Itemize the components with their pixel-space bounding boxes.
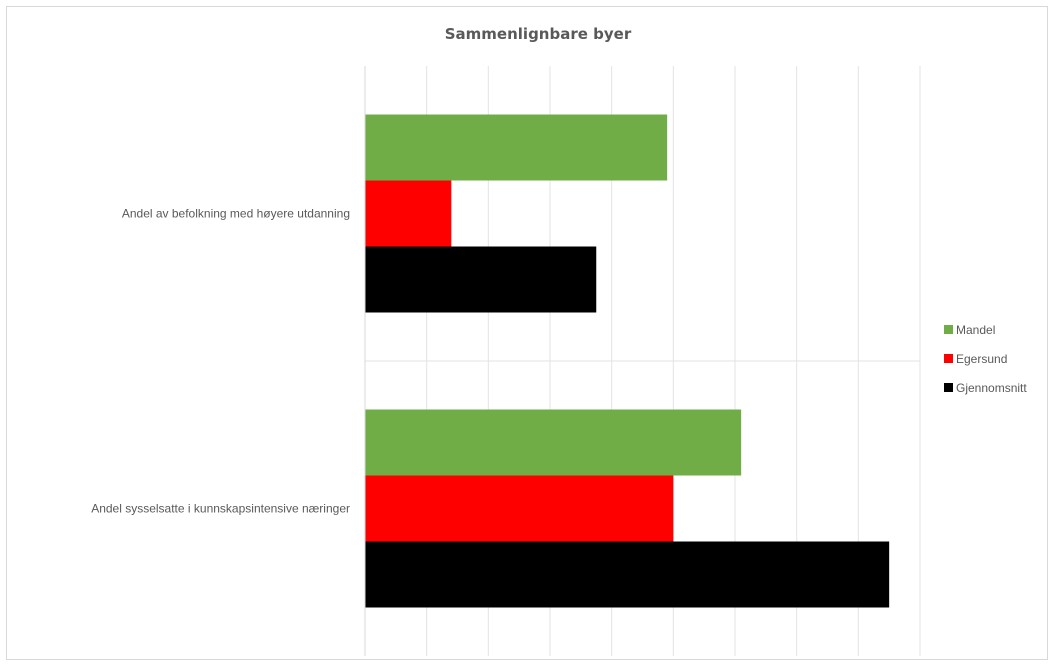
bar-gjennomsnitt-0 [365,246,597,313]
bar-egersund-1 [365,475,674,542]
legend-swatch [944,325,953,334]
chart-title: Sammenlignbare byer [445,25,632,43]
bars [365,114,890,608]
legend-label: Mandel [956,323,995,337]
legend-swatch [944,354,953,363]
bar-gjennomsnitt-1 [365,541,890,608]
category-label: Andel sysselsatte i kunnskapsintensive n… [91,502,350,516]
bar-egersund-0 [365,180,452,247]
legend-swatch [944,383,953,392]
category-label: Andel av befolkning med høyere utdanning [122,207,350,221]
bar-mandel-1 [365,409,742,476]
legend: Mandel Egersund Gjennomsnitt [944,323,1027,395]
legend-label: Gjennomsnitt [956,381,1027,395]
category-labels: Andel av befolkning med høyere utdanning… [91,207,350,516]
legend-label: Egersund [956,352,1007,366]
bar-mandel-0 [365,114,668,181]
